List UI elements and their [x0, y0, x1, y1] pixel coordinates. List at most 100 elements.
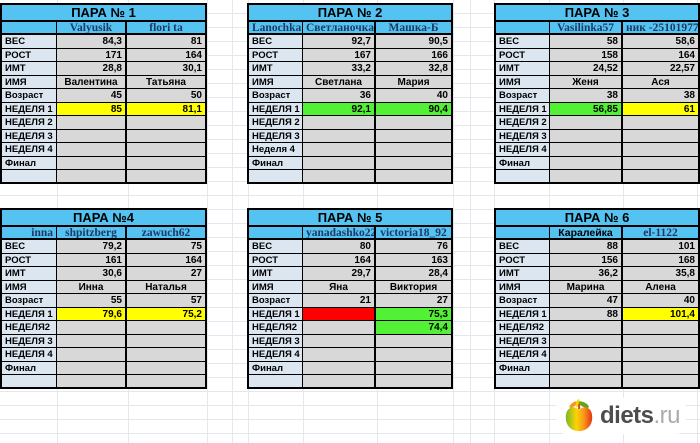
pair-3-row-7-value-1[interactable]	[550, 116, 623, 130]
pair-2-row-3-label[interactable]: ИМТ	[249, 62, 303, 76]
pair-1-extra-value-2[interactable]	[127, 170, 205, 182]
pair-6-row-5-value-2[interactable]: 40	[623, 294, 698, 308]
pair-5-row-4-value-1[interactable]: Яна	[303, 280, 376, 294]
pair-6-row-10-label[interactable]: Финал	[496, 361, 550, 375]
pair-6-row-5-label[interactable]: Возраст	[496, 294, 550, 308]
pair-5-row-8-label[interactable]: НЕДЕЛЯ 3	[249, 334, 303, 348]
pair-2-row-5-value-2[interactable]: 40	[376, 89, 451, 103]
pair-3-row-1-value-1[interactable]: 58	[550, 35, 623, 49]
pair-6-row-2-label[interactable]: РОСТ	[496, 253, 550, 267]
pair-3-row-1-label[interactable]: ВЕС	[496, 35, 550, 49]
pair-1-row-1-value-1[interactable]: 84,3	[57, 35, 127, 49]
pair-4-member-2-nick[interactable]: zawuch62	[127, 227, 205, 240]
pair-6-row-3-value-2[interactable]: 35,8	[623, 267, 698, 281]
pair-2-row-9-label[interactable]: Неделя 4	[249, 143, 303, 157]
pair-6-row-9-value-1[interactable]	[550, 348, 623, 362]
pair-2-row-6-value-2[interactable]: 90,4	[376, 102, 451, 116]
pair-4-row-10-value-1[interactable]	[57, 361, 127, 375]
pair-4-row-2-label[interactable]: РОСТ	[2, 253, 57, 267]
pair-5-row-9-label[interactable]: НЕДЕЛЯ 4	[249, 348, 303, 362]
pair-6-extra-label[interactable]	[496, 375, 550, 387]
pair-4-row-9-value-1[interactable]	[57, 348, 127, 362]
pair-1-row-2-value-1[interactable]: 171	[57, 48, 127, 62]
pair-3-row-8-value-1[interactable]	[550, 129, 623, 143]
pair-6-row-2-value-2[interactable]: 168	[623, 253, 698, 267]
pair-2-row-6-value-1[interactable]: 92,1	[303, 102, 376, 116]
pair-4-row-8-label[interactable]: НЕДЕЛЯ 3	[2, 334, 57, 348]
pair-4-row-7-value-2[interactable]	[127, 321, 205, 335]
pair-3-member-1-nick[interactable]: Vasilinka57	[550, 22, 623, 35]
pair-4-row-7-value-1[interactable]	[57, 321, 127, 335]
pair-2-row-5-value-1[interactable]: 36	[303, 89, 376, 103]
pair-5-member-2-nick[interactable]: victoria18_92	[376, 227, 451, 240]
pair-5-row-7-label[interactable]: НЕДЕЛЯ2	[249, 321, 303, 335]
pair-2-row-10-value-1[interactable]	[303, 156, 376, 170]
pair-2-extra-value-1[interactable]	[303, 170, 376, 182]
pair-5-row-10-value-1[interactable]	[303, 361, 376, 375]
pair-2-row-10-value-2[interactable]	[376, 156, 451, 170]
pair-3-row-7-label[interactable]: НЕДЕЛЯ 2	[496, 116, 550, 130]
pair-6-row-10-value-1[interactable]	[550, 361, 623, 375]
pair-4-row-6-label[interactable]: НЕДЕЛЯ 1	[2, 307, 57, 321]
pair-5-row-5-value-1[interactable]: 21	[303, 294, 376, 308]
pair-2-row-5-label[interactable]: Возраст	[249, 89, 303, 103]
pair-5-row-2-value-1[interactable]: 164	[303, 253, 376, 267]
pair-1-title[interactable]: ПАРА № 1	[0, 3, 207, 22]
pair-2-row-4-label[interactable]: ИМЯ	[249, 75, 303, 89]
pair-1-row-7-label[interactable]: НЕДЕЛЯ 2	[2, 116, 57, 130]
pair-3-row-9-value-1[interactable]	[550, 143, 623, 157]
pair-1-row-8-value-2[interactable]	[127, 129, 205, 143]
pair-3-row-10-value-1[interactable]	[550, 156, 623, 170]
pair-2-row-1-label[interactable]: ВЕС	[249, 35, 303, 49]
pair-3-row-5-value-1[interactable]: 38	[550, 89, 623, 103]
pair-6-row-5-value-1[interactable]: 47	[550, 294, 623, 308]
pair-6-title[interactable]: ПАРА № 6	[494, 208, 700, 227]
pair-1-member-1-nick[interactable]: Valyusik	[57, 22, 127, 35]
pair-5-owner-nick[interactable]	[249, 227, 303, 240]
pair-3-row-5-value-2[interactable]: 38	[623, 89, 698, 103]
pair-2-extra-label[interactable]	[249, 170, 303, 182]
pair-5-row-3-label[interactable]: ИМТ	[249, 267, 303, 281]
pair-5-extra-value-2[interactable]	[376, 375, 451, 387]
pair-6-row-8-value-2[interactable]	[623, 334, 698, 348]
pair-4-row-10-label[interactable]: Финал	[2, 361, 57, 375]
pair-4-row-1-value-1[interactable]: 79,2	[57, 240, 127, 254]
pair-3-row-5-label[interactable]: Возраст	[496, 89, 550, 103]
pair-4-row-8-value-2[interactable]	[127, 334, 205, 348]
pair-4-row-5-value-2[interactable]: 57	[127, 294, 205, 308]
pair-4-row-3-value-2[interactable]: 27	[127, 267, 205, 281]
pair-1-row-3-value-2[interactable]: 30,1	[127, 62, 205, 76]
pair-5-extra-label[interactable]	[249, 375, 303, 387]
pair-6-row-8-value-1[interactable]	[550, 334, 623, 348]
pair-1-row-10-label[interactable]: Финал	[2, 156, 57, 170]
pair-6-row-4-label[interactable]: ИМЯ	[496, 280, 550, 294]
pair-6-row-1-value-1[interactable]: 88	[550, 240, 623, 254]
pair-3-row-9-value-2[interactable]	[623, 143, 698, 157]
pair-1-member-2-nick[interactable]: flori ta	[127, 22, 205, 35]
pair-4-row-3-value-1[interactable]: 30,6	[57, 267, 127, 281]
pair-2-owner-nick[interactable]: Lanochka	[249, 22, 303, 35]
pair-1-row-7-value-1[interactable]	[57, 116, 127, 130]
pair-6-row-6-value-2[interactable]: 101,4	[623, 307, 698, 321]
pair-3-extra-label[interactable]	[496, 170, 550, 182]
pair-4-row-1-label[interactable]: ВЕС	[2, 240, 57, 254]
pair-2-row-10-label[interactable]: Финал	[249, 156, 303, 170]
pair-6-row-3-value-1[interactable]: 36,2	[550, 267, 623, 281]
pair-3-row-3-value-1[interactable]: 24,52	[550, 62, 623, 76]
pair-5-row-5-label[interactable]: Возраст	[249, 294, 303, 308]
pair-3-row-6-label[interactable]: НЕДЕЛЯ 1	[496, 102, 550, 116]
pair-5-row-7-value-1[interactable]	[303, 321, 376, 335]
pair-3-row-4-label[interactable]: ИМЯ	[496, 75, 550, 89]
pair-3-extra-value-2[interactable]	[623, 170, 698, 182]
pair-4-member-1-nick[interactable]: shpitzberg	[57, 227, 127, 240]
pair-5-row-6-label[interactable]: НЕДЕЛЯ 1	[249, 307, 303, 321]
pair-1-row-3-label[interactable]: ИМТ	[2, 62, 57, 76]
pair-1-row-4-value-2[interactable]: Татьяна	[127, 75, 205, 89]
pair-3-row-4-value-1[interactable]: Женя	[550, 75, 623, 89]
pair-5-row-4-label[interactable]: ИМЯ	[249, 280, 303, 294]
pair-2-row-2-label[interactable]: РОСТ	[249, 48, 303, 62]
pair-6-row-2-value-1[interactable]: 156	[550, 253, 623, 267]
pair-5-row-9-value-2[interactable]	[376, 348, 451, 362]
pair-1-extra-value-1[interactable]	[57, 170, 127, 182]
pair-2-row-9-value-1[interactable]	[303, 143, 376, 157]
